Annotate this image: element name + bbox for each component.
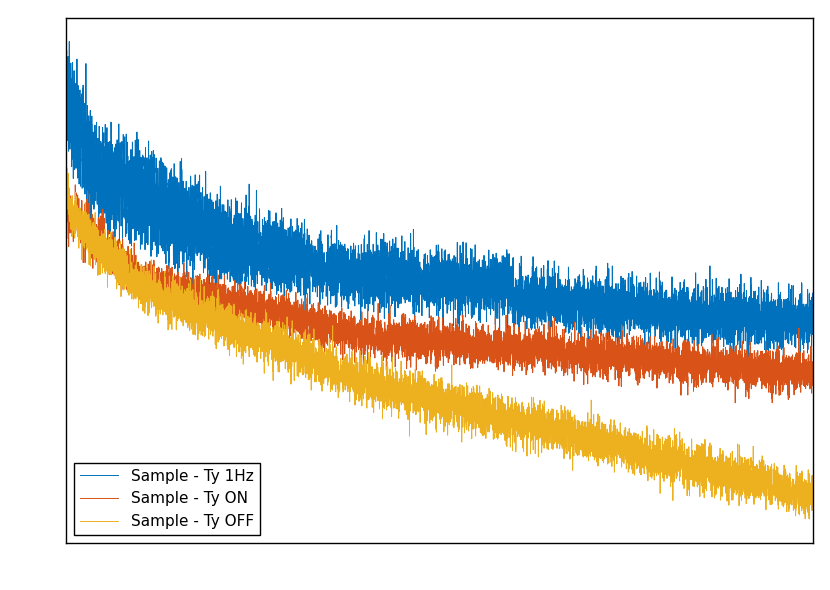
Sample - Ty 1Hz xyxy=(61,41,71,48)
Sample - Ty OFF xyxy=(99,230,109,237)
Sample - Ty ON xyxy=(536,355,546,362)
Sample - Ty OFF xyxy=(62,165,72,172)
Sample - Ty ON xyxy=(71,181,81,188)
Sample - Ty OFF xyxy=(615,419,625,427)
Sample - Ty 1Hz xyxy=(808,291,818,298)
Sample - Ty ON xyxy=(808,365,818,372)
Sample - Ty 1Hz xyxy=(64,38,74,45)
Sample - Ty OFF xyxy=(504,403,514,410)
Sample - Ty ON xyxy=(504,348,514,355)
Legend: Sample - Ty 1Hz, Sample - Ty ON, Sample - Ty OFF: Sample - Ty 1Hz, Sample - Ty ON, Sample … xyxy=(74,463,260,535)
Line: Sample - Ty ON: Sample - Ty ON xyxy=(66,185,813,403)
Sample - Ty ON xyxy=(332,332,342,339)
Sample - Ty OFF xyxy=(655,490,665,497)
Sample - Ty 1Hz xyxy=(655,334,665,341)
Sample - Ty ON xyxy=(99,234,109,241)
Sample - Ty 1Hz xyxy=(99,150,109,157)
Sample - Ty ON xyxy=(615,371,625,378)
Line: Sample - Ty OFF: Sample - Ty OFF xyxy=(66,168,813,519)
Sample - Ty ON xyxy=(61,209,71,216)
Sample - Ty ON xyxy=(730,399,740,407)
Sample - Ty OFF xyxy=(808,487,818,494)
Sample - Ty 1Hz xyxy=(504,283,514,290)
Sample - Ty OFF xyxy=(61,171,71,178)
Sample - Ty OFF xyxy=(332,369,342,376)
Sample - Ty 1Hz xyxy=(536,311,546,318)
Sample - Ty 1Hz xyxy=(332,246,342,253)
Line: Sample - Ty 1Hz: Sample - Ty 1Hz xyxy=(66,41,813,371)
Sample - Ty 1Hz xyxy=(772,367,782,374)
Sample - Ty OFF xyxy=(536,424,546,431)
Sample - Ty 1Hz xyxy=(615,314,625,321)
Sample - Ty OFF xyxy=(804,516,814,523)
Sample - Ty ON xyxy=(655,363,665,371)
